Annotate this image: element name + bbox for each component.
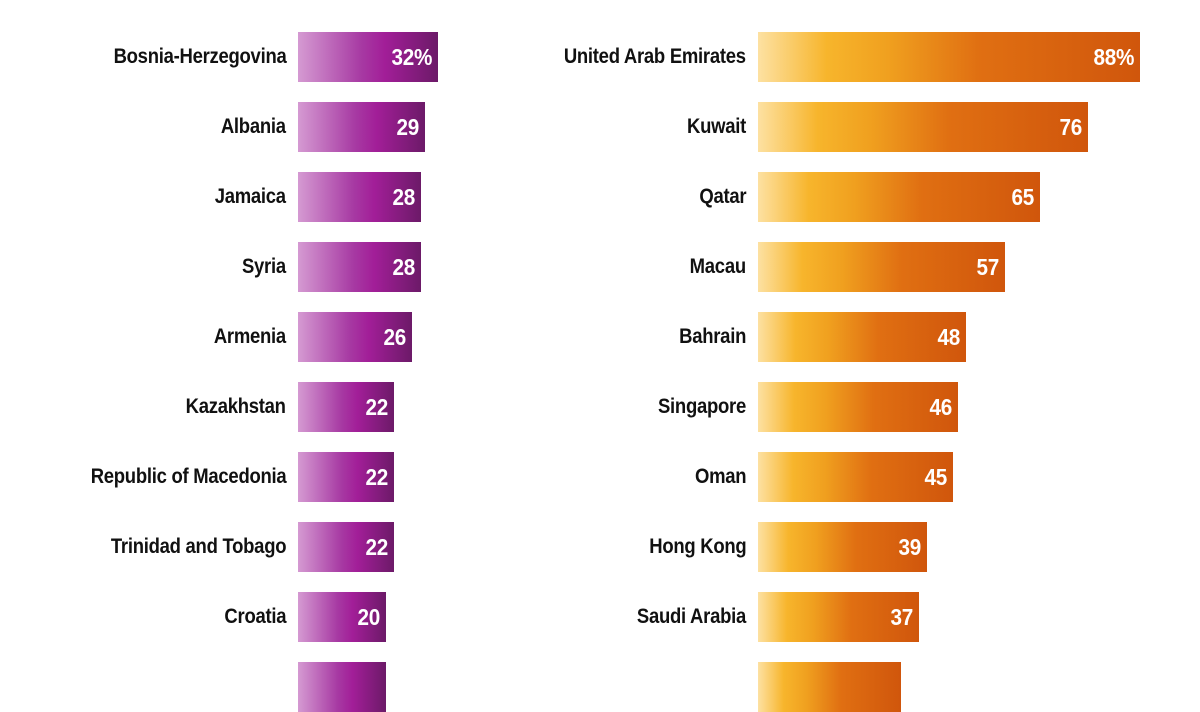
category-label: Republic of Macedonia: [90, 465, 286, 488]
data-label: 20: [357, 604, 381, 630]
category-label: United Arab Emirates: [564, 45, 746, 68]
bar-left-7: 22: [298, 522, 394, 572]
data-label: 29: [396, 114, 420, 140]
bar-right-3: 57: [758, 242, 1005, 292]
bar-right-8: 37: [758, 592, 919, 642]
data-label: 57: [976, 254, 1000, 280]
data-label: 76: [1059, 114, 1083, 140]
category-label: Croatia: [224, 605, 286, 628]
bar-left-0: 32%: [298, 32, 438, 82]
bar-left-6: 22: [298, 452, 394, 502]
bar-right-7: 39: [758, 522, 927, 572]
data-label: 45: [924, 464, 948, 490]
data-label: 22: [365, 394, 389, 420]
category-label: Kuwait: [686, 115, 746, 138]
data-label: 22: [365, 534, 389, 560]
category-label: Jamaica: [214, 185, 286, 208]
category-label: Trinidad and Tobago: [110, 535, 287, 558]
data-label: 46: [929, 394, 953, 420]
bar-left-9: [298, 662, 386, 712]
category-label: Bosnia-Herzegovina: [113, 45, 286, 68]
category-label: Albania: [221, 115, 286, 138]
bar-right-2: 65: [758, 172, 1040, 222]
data-label: 32%: [391, 44, 432, 70]
data-label: 28: [392, 254, 416, 280]
category-label: Saudi Arabia: [636, 605, 746, 628]
data-label: 37: [890, 604, 914, 630]
data-label: 39: [898, 534, 922, 560]
category-label: Hong Kong: [648, 535, 746, 558]
bar-right-4: 48: [758, 312, 966, 362]
data-label: 22: [365, 464, 389, 490]
bar-right-0: 88%: [758, 32, 1140, 82]
category-label: Bahrain: [679, 325, 746, 348]
bar-right-9: [758, 662, 901, 712]
bar-left-4: 26: [298, 312, 412, 362]
bar-right-5: 46: [758, 382, 958, 432]
data-label: 65: [1011, 184, 1035, 210]
category-label: Macau: [689, 255, 746, 278]
data-label: 28: [392, 184, 416, 210]
bar-left-2: 28: [298, 172, 421, 222]
category-label: Armenia: [213, 325, 286, 348]
bar-left-1: 29: [298, 102, 425, 152]
category-label: Oman: [694, 465, 747, 488]
bar-left-5: 22: [298, 382, 394, 432]
category-label: Kazakhstan: [185, 395, 286, 418]
chart-area: Bosnia-Herzegovina 32% Albania 29 Jamaica 28 S…: [90, 32, 1140, 712]
category-label: Singapore: [658, 395, 746, 418]
bar-left-3: 28: [298, 242, 421, 292]
category-label: Qatar: [699, 185, 746, 208]
data-label: 88%: [1093, 44, 1134, 70]
category-label: Syria: [242, 255, 286, 278]
bar-right-6: 45: [758, 452, 953, 502]
bar-left-8: 20: [298, 592, 386, 642]
data-label: 48: [937, 324, 961, 350]
data-label: 26: [383, 324, 407, 350]
bar-right-1: 76: [758, 102, 1088, 152]
